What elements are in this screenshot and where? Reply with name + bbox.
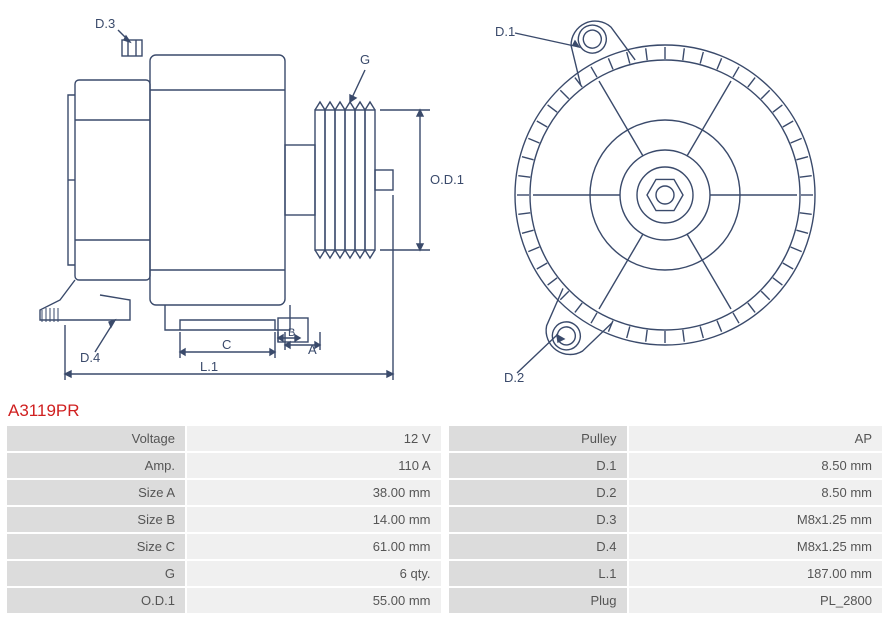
spec-label: Plug: [448, 587, 628, 614]
spec-value: 187.00 mm: [628, 560, 884, 587]
spec-value: PL_2800: [628, 587, 884, 614]
technical-diagram: D.3 G O.D.1 D.4 A B C L.1 D.1 D.2: [0, 0, 889, 395]
label-d3: D.3: [95, 16, 115, 31]
spec-value: AP: [628, 425, 884, 452]
label-g: G: [360, 52, 370, 67]
label-a: A: [308, 342, 317, 357]
spec-label: Voltage: [6, 425, 186, 452]
label-od1: O.D.1: [430, 172, 464, 187]
label-l1: L.1: [200, 359, 218, 374]
spec-column-left: Voltage12 VAmp.110 ASize A38.00 mmSize B…: [6, 425, 442, 614]
spec-label: Size B: [6, 506, 186, 533]
spec-label: L.1: [448, 560, 628, 587]
spec-value: 6 qty.: [186, 560, 442, 587]
spec-value: 61.00 mm: [186, 533, 442, 560]
spec-label: D.2: [448, 479, 628, 506]
spec-label: D.3: [448, 506, 628, 533]
label-b: B: [288, 327, 295, 339]
spec-column-right: PulleyAPD.18.50 mmD.28.50 mmD.3M8x1.25 m…: [448, 425, 884, 614]
spec-label: G: [6, 560, 186, 587]
part-number: A3119PR: [0, 395, 889, 425]
spec-label: D.1: [448, 452, 628, 479]
spec-label: Size A: [6, 479, 186, 506]
spec-label: Amp.: [6, 452, 186, 479]
spec-table: Voltage12 VAmp.110 ASize A38.00 mmSize B…: [0, 425, 889, 614]
spec-value: 110 A: [186, 452, 442, 479]
spec-value: M8x1.25 mm: [628, 533, 884, 560]
spec-value: 38.00 mm: [186, 479, 442, 506]
spec-label: D.4: [448, 533, 628, 560]
label-d4: D.4: [80, 350, 100, 365]
spec-value: 12 V: [186, 425, 442, 452]
label-d2: D.2: [504, 370, 524, 385]
label-c: C: [222, 337, 231, 352]
spec-value: 55.00 mm: [186, 587, 442, 614]
label-d1: D.1: [495, 24, 515, 39]
spec-value: 8.50 mm: [628, 452, 884, 479]
spec-label: Size C: [6, 533, 186, 560]
spec-label: Pulley: [448, 425, 628, 452]
spec-value: 8.50 mm: [628, 479, 884, 506]
spec-value: M8x1.25 mm: [628, 506, 884, 533]
spec-label: O.D.1: [6, 587, 186, 614]
spec-value: 14.00 mm: [186, 506, 442, 533]
